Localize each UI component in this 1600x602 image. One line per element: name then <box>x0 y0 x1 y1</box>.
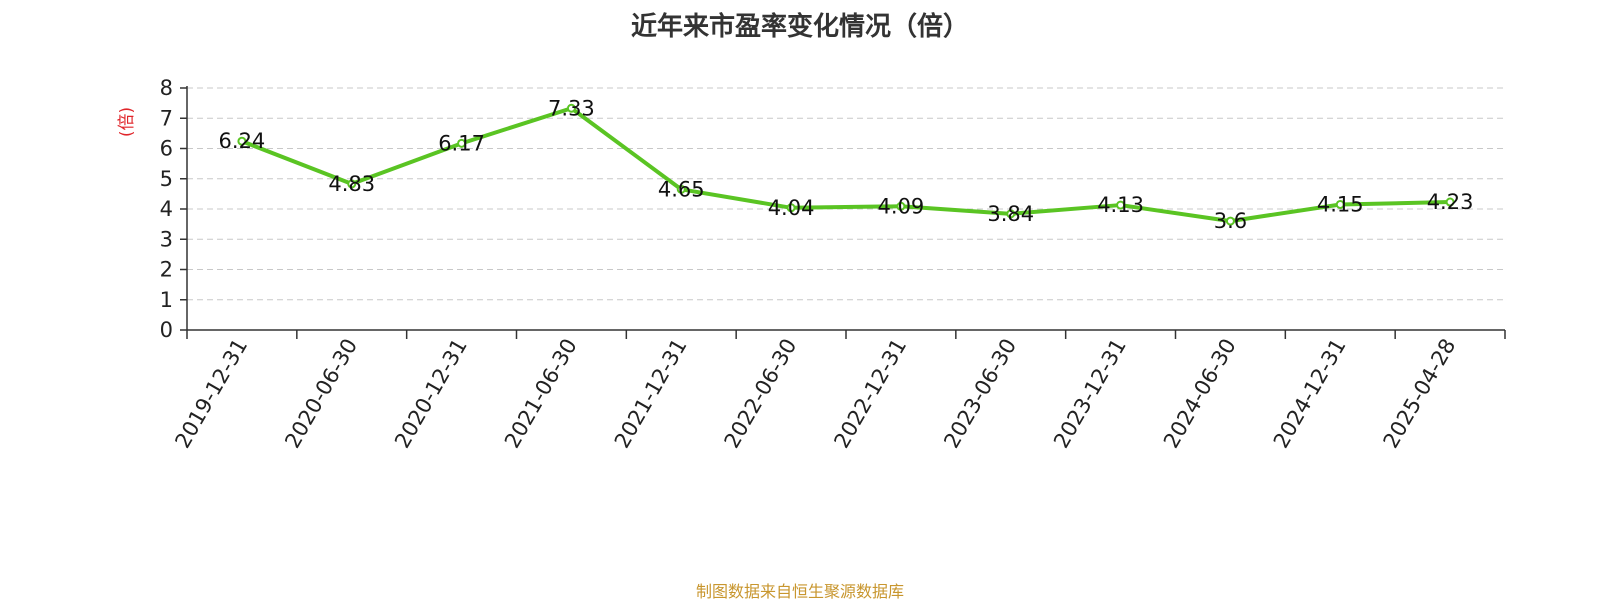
data-point <box>566 103 576 113</box>
data-label: 4.13 <box>1097 193 1144 217</box>
x-tick-label: 2022-12-31 <box>829 335 911 453</box>
data-point <box>1225 216 1235 226</box>
x-tick-label: 2023-06-30 <box>939 335 1021 453</box>
data-label: 3.6 <box>1214 209 1247 233</box>
x-tick-label: 2021-12-31 <box>610 335 692 453</box>
series-line <box>239 106 1453 224</box>
y-axis-label: (倍) <box>117 107 137 137</box>
data-label: 4.23 <box>1427 190 1474 214</box>
data-label: 3.84 <box>987 202 1034 226</box>
data-label: 4.04 <box>768 196 815 220</box>
x-tick-label: 2025-04-28 <box>1379 335 1461 453</box>
y-tick-label: 2 <box>160 258 173 282</box>
data-labels: 6.24 4.83 6.17 7.33 4.65 4.04 4.09 3.84 4.13 3.6 4… <box>219 96 1474 233</box>
data-label: 6.24 <box>219 129 266 153</box>
x-tick-label: 2021-06-30 <box>500 335 582 453</box>
y-tick-label: 7 <box>160 106 173 130</box>
data-label: 4.15 <box>1317 192 1364 216</box>
data-point <box>896 201 906 211</box>
data-point <box>1335 199 1345 209</box>
series-line-layer <box>237 103 1455 226</box>
x-tick-label: 2020-12-31 <box>390 335 472 453</box>
x-tick-label: 2019-12-31 <box>170 335 252 453</box>
data-label: 7.33 <box>548 96 595 120</box>
data-point <box>457 138 467 148</box>
data-label: 6.17 <box>438 131 485 155</box>
x-tick-label: 2022-06-30 <box>720 335 802 453</box>
data-point <box>237 136 247 146</box>
data-label: 4.65 <box>658 177 705 201</box>
y-tick-label: 3 <box>160 227 173 251</box>
axes: 0 1 2 3 4 5 6 7 8 2019-12-31 2020-06-30 2020-12-31 2… <box>160 76 1506 453</box>
chart-title: 近年来市盈率变化情况（倍） <box>630 12 969 42</box>
data-point <box>1445 197 1455 207</box>
data-label: 4.09 <box>878 194 925 218</box>
y-tick-label: 8 <box>160 76 173 100</box>
x-tick-label: 2020-06-30 <box>280 335 362 453</box>
y-tick-label: 4 <box>160 197 173 221</box>
y-tick-label: 5 <box>160 167 173 191</box>
grid-lines <box>187 87 1505 301</box>
data-point <box>676 184 686 194</box>
x-tick-label: 2024-06-30 <box>1159 335 1241 453</box>
y-tick-label: 1 <box>160 288 173 312</box>
data-point <box>786 203 796 213</box>
x-tick-label: 2024-12-31 <box>1269 335 1351 453</box>
data-point <box>1116 200 1126 210</box>
data-label: 4.83 <box>328 172 375 196</box>
data-point <box>347 179 357 189</box>
y-tick-label: 0 <box>160 318 173 342</box>
x-tick-label: 2023-12-31 <box>1049 335 1131 453</box>
data-point <box>1006 209 1016 219</box>
source-note: 制图数据来自恒生聚源数据库 <box>695 582 904 601</box>
y-tick-label: 6 <box>160 137 173 161</box>
